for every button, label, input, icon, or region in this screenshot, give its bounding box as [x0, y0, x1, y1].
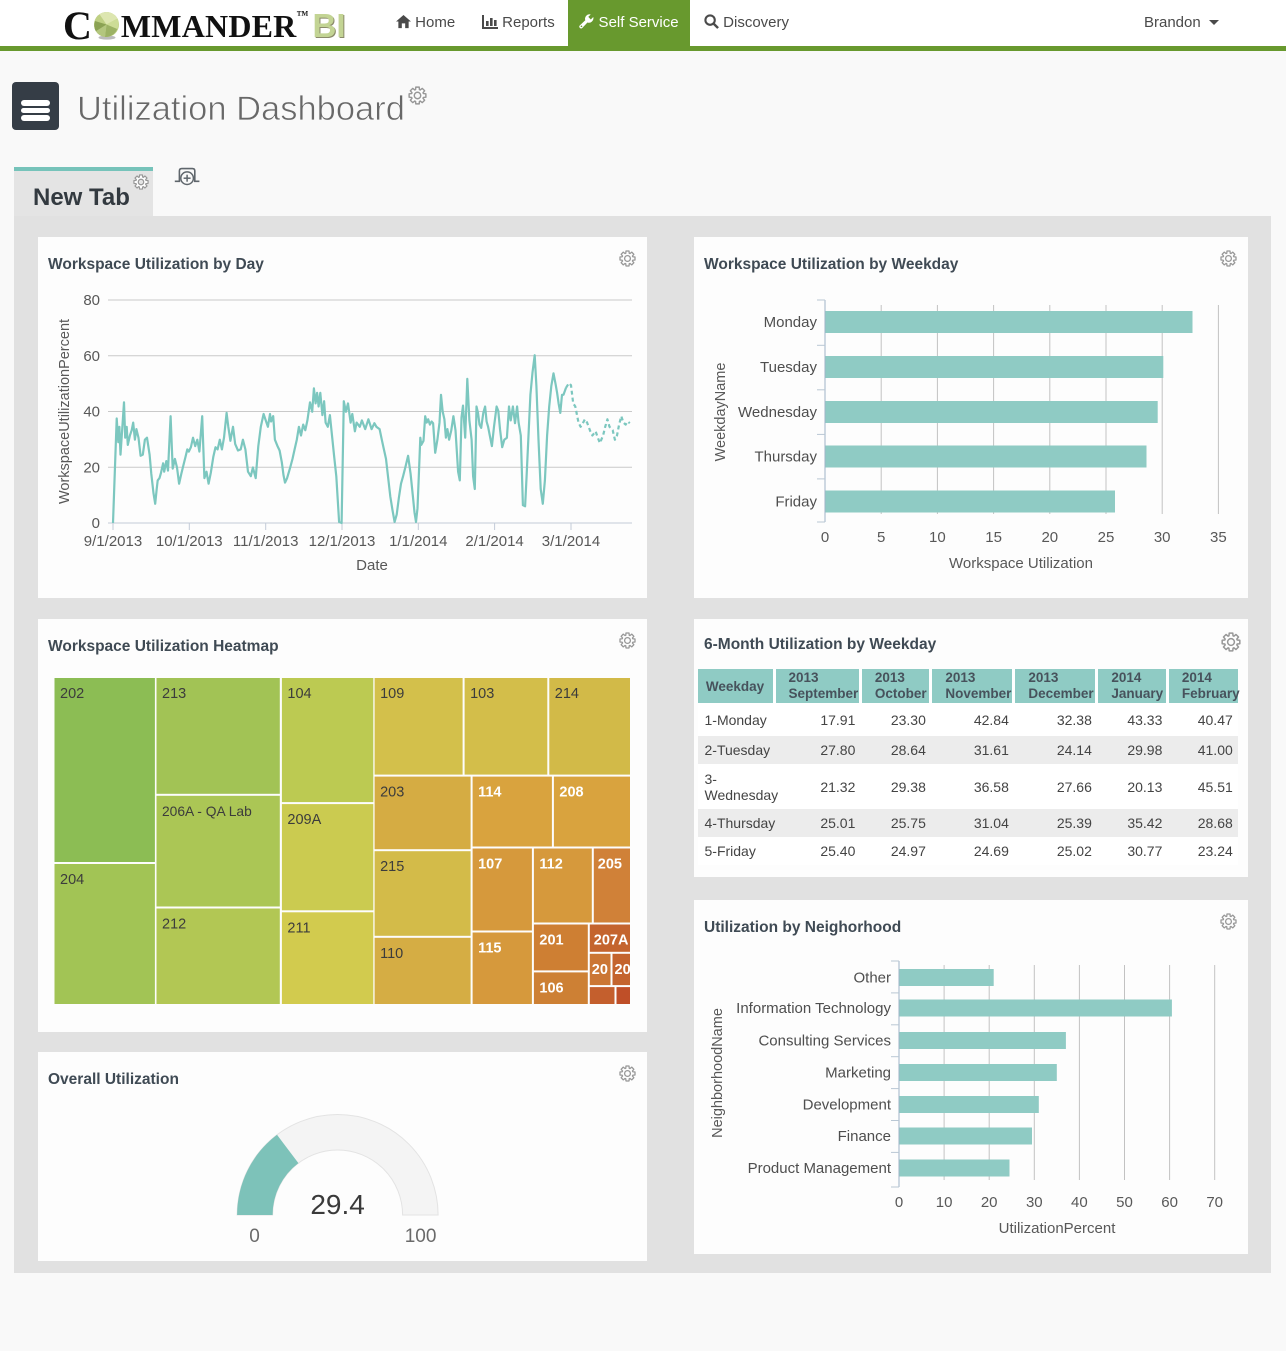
svg-text:Friday: Friday [775, 494, 817, 511]
svg-text:Development: Development [803, 1097, 892, 1114]
svg-text:205: 205 [598, 857, 622, 873]
svg-text:114: 114 [478, 785, 501, 801]
svg-text:112: 112 [539, 857, 562, 873]
svg-text:0: 0 [895, 1194, 903, 1211]
svg-text:Workspace Utilization: Workspace Utilization [949, 555, 1093, 572]
svg-text:11/1/2013: 11/1/2013 [233, 533, 299, 550]
svg-text:0: 0 [92, 515, 100, 532]
svg-text:Other: Other [853, 970, 891, 987]
svg-text:WorkspaceUtilizationPercent: WorkspaceUtilizationPercent [57, 319, 73, 504]
svg-text:60: 60 [83, 348, 100, 365]
svg-text:10/1/2013: 10/1/2013 [156, 533, 223, 550]
svg-text:Product Management: Product Management [748, 1160, 892, 1177]
svg-text:Marketing: Marketing [825, 1065, 891, 1082]
svg-text:204: 204 [60, 872, 84, 888]
svg-text:Utilization by Neighorhood: Utilization by Neighorhood [704, 919, 901, 936]
svg-text:212: 212 [162, 917, 186, 933]
svg-text:2/1/2014: 2/1/2014 [465, 533, 523, 550]
svg-text:201: 201 [539, 933, 563, 949]
svg-text:10: 10 [929, 529, 946, 546]
svg-text:202: 202 [60, 686, 84, 702]
svg-text:Workspace Utilization by Day: Workspace Utilization by Day [48, 256, 264, 273]
svg-text:107: 107 [478, 857, 502, 873]
svg-text:103: 103 [470, 686, 494, 702]
svg-text:40: 40 [1071, 1194, 1088, 1211]
svg-text:50: 50 [1116, 1194, 1133, 1211]
svg-text:25: 25 [1098, 529, 1115, 546]
svg-text:20: 20 [981, 1194, 998, 1211]
svg-text:40: 40 [83, 404, 100, 421]
svg-text:WeekdayName: WeekdayName [713, 363, 729, 462]
svg-text:Thursday: Thursday [754, 449, 817, 466]
svg-text:3/1/2014: 3/1/2014 [542, 533, 600, 550]
svg-text:30: 30 [1026, 1194, 1043, 1211]
svg-text:Workspace Utilization by Weekd: Workspace Utilization by Weekday [704, 256, 959, 273]
svg-text:100: 100 [405, 1226, 437, 1247]
svg-text:Wednesday: Wednesday [738, 404, 817, 421]
svg-text:70: 70 [1206, 1194, 1223, 1211]
svg-text:207A: 207A [594, 933, 629, 949]
svg-text:Consulting Services: Consulting Services [758, 1033, 891, 1050]
svg-text:9/1/2013: 9/1/2013 [84, 533, 142, 550]
svg-text:206A - QA Lab: 206A - QA Lab [162, 804, 252, 819]
svg-text:5: 5 [877, 529, 885, 546]
svg-text:Overall Utilization: Overall Utilization [48, 1071, 179, 1088]
svg-text:211: 211 [287, 920, 310, 936]
svg-text:NeighborhoodName: NeighborhoodName [710, 1008, 726, 1138]
svg-text:Tuesday: Tuesday [760, 359, 817, 376]
svg-text:20: 20 [592, 962, 608, 978]
svg-text:214: 214 [555, 686, 579, 702]
svg-text:Monday: Monday [764, 314, 818, 331]
svg-text:80: 80 [83, 292, 100, 309]
svg-text:20: 20 [83, 459, 100, 476]
svg-text:20: 20 [615, 962, 631, 978]
svg-text:20: 20 [1041, 529, 1058, 546]
svg-text:213: 213 [162, 686, 186, 702]
svg-text:Workspace Utilization Heatmap: Workspace Utilization Heatmap [48, 638, 279, 655]
svg-text:0: 0 [821, 529, 829, 546]
svg-text:209A: 209A [287, 812, 321, 828]
svg-text:15: 15 [985, 529, 1002, 546]
svg-text:30: 30 [1154, 529, 1171, 546]
svg-text:215: 215 [380, 859, 404, 875]
svg-text:Finance: Finance [838, 1128, 891, 1145]
svg-text:29.4: 29.4 [310, 1189, 365, 1220]
svg-text:Date: Date [356, 557, 388, 574]
svg-text:104: 104 [287, 686, 311, 702]
svg-text:10: 10 [936, 1194, 953, 1211]
svg-text:115: 115 [478, 941, 501, 957]
svg-text:109: 109 [380, 686, 404, 702]
svg-text:Information Technology: Information Technology [736, 1000, 891, 1017]
svg-text:UtilizationPercent: UtilizationPercent [999, 1220, 1117, 1237]
svg-text:1/1/2014: 1/1/2014 [389, 533, 447, 550]
svg-text:60: 60 [1161, 1194, 1178, 1211]
svg-text:12/1/2013: 12/1/2013 [309, 533, 376, 550]
svg-text:35: 35 [1210, 529, 1227, 546]
svg-text:203: 203 [380, 785, 404, 801]
svg-text:208: 208 [559, 785, 583, 801]
svg-text:106: 106 [539, 980, 563, 996]
svg-text:110: 110 [380, 946, 403, 962]
svg-text:0: 0 [249, 1226, 260, 1247]
